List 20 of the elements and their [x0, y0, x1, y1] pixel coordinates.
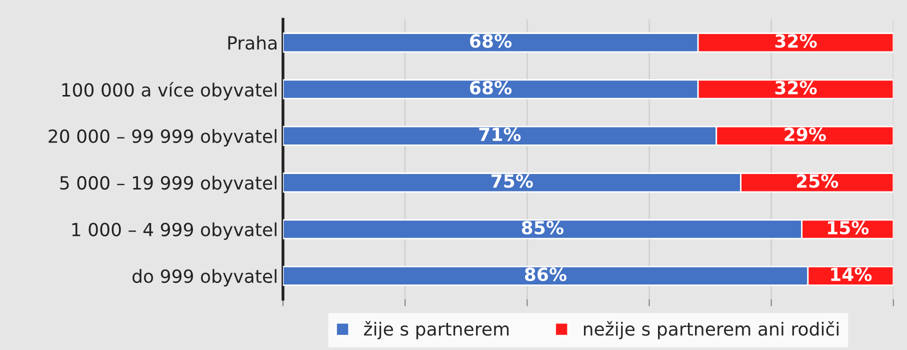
data-label: 15% — [828, 220, 869, 234]
y-tick-label: 5 000 – 19 999 obyvatel — [60, 176, 276, 194]
data-label: 85% — [522, 220, 564, 234]
y-tick-label: do 999 obyvatel — [132, 269, 276, 287]
data-label: 71% — [479, 128, 521, 142]
data-label: 14% — [831, 268, 872, 282]
legend-label: žije s partnerem — [364, 321, 509, 340]
y-tick-label: 100 000 a více obyvatel — [62, 82, 276, 100]
data-label: 75% — [491, 174, 533, 188]
data-label: 32% — [775, 34, 817, 48]
y-tick-label: 1 000 – 4 999 obyvatel — [72, 222, 276, 240]
legend-label: nežije s partnerem ani rodiči — [584, 321, 838, 340]
data-label: 32% — [775, 80, 817, 94]
data-label: 29% — [784, 128, 826, 142]
data-label: 25% — [796, 174, 838, 188]
y-tick-label: 20 000 – 99 999 obyvatel — [48, 129, 276, 147]
y-tick-label: Praha — [228, 36, 276, 50]
data-label: 68% — [470, 80, 512, 94]
data-label: 86% — [524, 268, 566, 282]
data-label: 68% — [470, 34, 512, 48]
